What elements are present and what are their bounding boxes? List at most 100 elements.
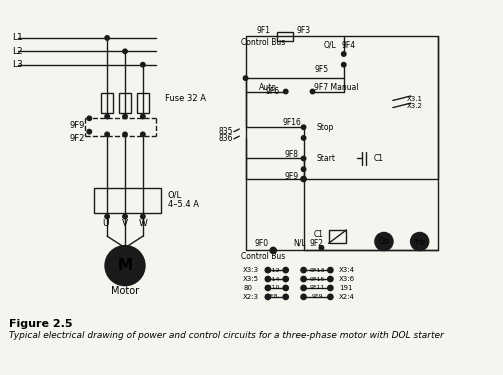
Circle shape xyxy=(327,276,333,282)
Bar xyxy=(101,93,113,113)
Text: On: On xyxy=(379,237,389,246)
Text: 80: 80 xyxy=(243,285,253,291)
Circle shape xyxy=(283,285,288,291)
Text: X3.2: X3.2 xyxy=(407,103,423,109)
Circle shape xyxy=(301,285,306,291)
Text: N/L: N/L xyxy=(293,239,305,248)
Bar xyxy=(328,230,347,243)
Text: Figure 2.5: Figure 2.5 xyxy=(9,319,72,328)
Text: Auto: Auto xyxy=(259,82,277,92)
Text: L2: L2 xyxy=(13,47,23,56)
Text: Typical electrical drawing of power and control circuits for a three-phase motor: Typical electrical drawing of power and … xyxy=(9,331,444,340)
Text: X2:4: X2:4 xyxy=(340,294,355,300)
Circle shape xyxy=(123,114,127,119)
Circle shape xyxy=(327,294,333,300)
Circle shape xyxy=(283,276,288,282)
Circle shape xyxy=(319,246,323,250)
Circle shape xyxy=(301,167,306,171)
Text: 9F2: 9F2 xyxy=(69,134,85,143)
Circle shape xyxy=(123,49,127,54)
Text: 9F12: 9F12 xyxy=(265,268,280,273)
Circle shape xyxy=(301,276,306,282)
Text: 9F4: 9F4 xyxy=(341,40,355,50)
Text: C1: C1 xyxy=(373,154,383,163)
Circle shape xyxy=(327,267,333,273)
Text: X3:6: X3:6 xyxy=(340,276,356,282)
Text: Motor: Motor xyxy=(111,286,139,296)
Circle shape xyxy=(141,132,145,136)
Circle shape xyxy=(301,294,306,300)
Text: O/L: O/L xyxy=(168,190,182,200)
Text: 9F0: 9F0 xyxy=(255,239,269,248)
Circle shape xyxy=(411,232,429,250)
Circle shape xyxy=(375,232,393,250)
Text: L1: L1 xyxy=(13,33,23,42)
Text: 9F8: 9F8 xyxy=(267,294,278,299)
Text: 9F6: 9F6 xyxy=(266,87,280,96)
Text: 9F9: 9F9 xyxy=(69,121,85,130)
Text: C1: C1 xyxy=(314,230,324,239)
Circle shape xyxy=(105,246,145,285)
Text: U: U xyxy=(102,219,109,228)
Circle shape xyxy=(105,36,109,40)
Bar xyxy=(119,93,131,113)
Text: 9F3: 9F3 xyxy=(296,26,311,35)
Text: Fuse 32 A: Fuse 32 A xyxy=(165,94,206,103)
Circle shape xyxy=(301,156,306,161)
Text: 9F16: 9F16 xyxy=(283,118,301,127)
Circle shape xyxy=(301,176,306,182)
Text: 836: 836 xyxy=(218,134,233,143)
Circle shape xyxy=(301,136,306,140)
Circle shape xyxy=(141,63,145,67)
Circle shape xyxy=(141,214,145,219)
Text: Trip: Trip xyxy=(413,238,426,244)
Text: L3: L3 xyxy=(13,60,23,69)
Circle shape xyxy=(265,276,271,282)
Circle shape xyxy=(342,52,346,56)
Text: 9F11: 9F11 xyxy=(309,285,324,291)
Circle shape xyxy=(310,89,315,94)
Circle shape xyxy=(327,285,333,291)
Text: X2:3: X2:3 xyxy=(243,294,259,300)
Circle shape xyxy=(265,267,271,273)
Circle shape xyxy=(283,267,288,273)
Text: 9F15: 9F15 xyxy=(309,276,324,282)
Text: Start: Start xyxy=(317,154,336,163)
Text: W: W xyxy=(138,219,147,228)
Circle shape xyxy=(270,248,276,254)
Circle shape xyxy=(243,76,248,80)
Text: 9F8: 9F8 xyxy=(285,150,299,159)
Circle shape xyxy=(265,285,271,291)
Text: 9F2: 9F2 xyxy=(310,239,324,248)
Text: 9F13: 9F13 xyxy=(309,268,325,273)
Text: Control Bus: Control Bus xyxy=(241,38,285,47)
Text: 191: 191 xyxy=(340,285,353,291)
Circle shape xyxy=(283,294,288,300)
Text: O/L: O/L xyxy=(324,40,337,50)
Text: 9F14: 9F14 xyxy=(265,276,280,282)
Text: 9F5: 9F5 xyxy=(314,65,328,74)
Text: 835: 835 xyxy=(218,127,233,136)
Text: 9F1: 9F1 xyxy=(257,26,271,35)
Text: 9F10: 9F10 xyxy=(265,285,280,291)
Text: M: M xyxy=(117,258,133,273)
Circle shape xyxy=(301,125,306,129)
Circle shape xyxy=(284,89,288,94)
Circle shape xyxy=(301,267,306,273)
Text: X3:4: X3:4 xyxy=(340,267,355,273)
Text: Stop: Stop xyxy=(317,123,334,132)
Circle shape xyxy=(123,132,127,136)
Text: 9F9: 9F9 xyxy=(285,172,299,181)
Text: 9F7 Manual: 9F7 Manual xyxy=(314,82,359,92)
Text: X3:3: X3:3 xyxy=(243,267,259,273)
Circle shape xyxy=(265,294,271,300)
Circle shape xyxy=(105,114,109,119)
Bar xyxy=(277,32,293,40)
Circle shape xyxy=(105,214,109,219)
Text: 9F9: 9F9 xyxy=(311,294,323,299)
Bar xyxy=(94,188,161,213)
Circle shape xyxy=(141,114,145,119)
Text: 4–5.4 A: 4–5.4 A xyxy=(168,200,199,208)
Circle shape xyxy=(123,214,127,219)
Text: V: V xyxy=(122,219,128,228)
